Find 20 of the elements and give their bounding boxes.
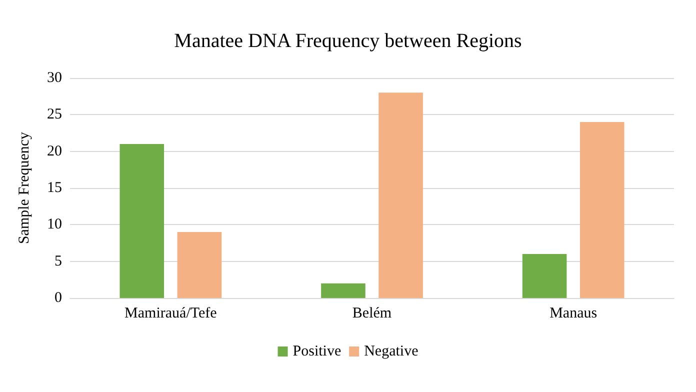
- bar: [522, 254, 567, 298]
- y-tick-label: 15: [47, 180, 62, 196]
- chart-title: Manatee DNA Frequency between Regions: [174, 30, 522, 52]
- bar: [580, 122, 624, 298]
- y-tick-label: 5: [54, 253, 62, 270]
- x-tick-label: Belém: [352, 306, 392, 322]
- y-tick-label: 30: [47, 70, 62, 86]
- bar: [120, 144, 164, 298]
- bar: [378, 92, 423, 298]
- bar: [177, 232, 222, 298]
- y-tick-label: 10: [47, 216, 62, 233]
- x-tick-label: Mamirauá/Tefe: [124, 306, 218, 322]
- y-tick-label: 0: [54, 290, 62, 306]
- y-tick-label: 25: [47, 106, 62, 123]
- bar: [321, 283, 366, 298]
- x-tick-label: Manaus: [550, 306, 598, 322]
- y-tick-label: 20: [47, 143, 62, 160]
- legend-label: Negative: [364, 344, 419, 360]
- legend-label: Positive: [292, 344, 342, 360]
- y-axis-title: Sample Frequency: [16, 131, 32, 244]
